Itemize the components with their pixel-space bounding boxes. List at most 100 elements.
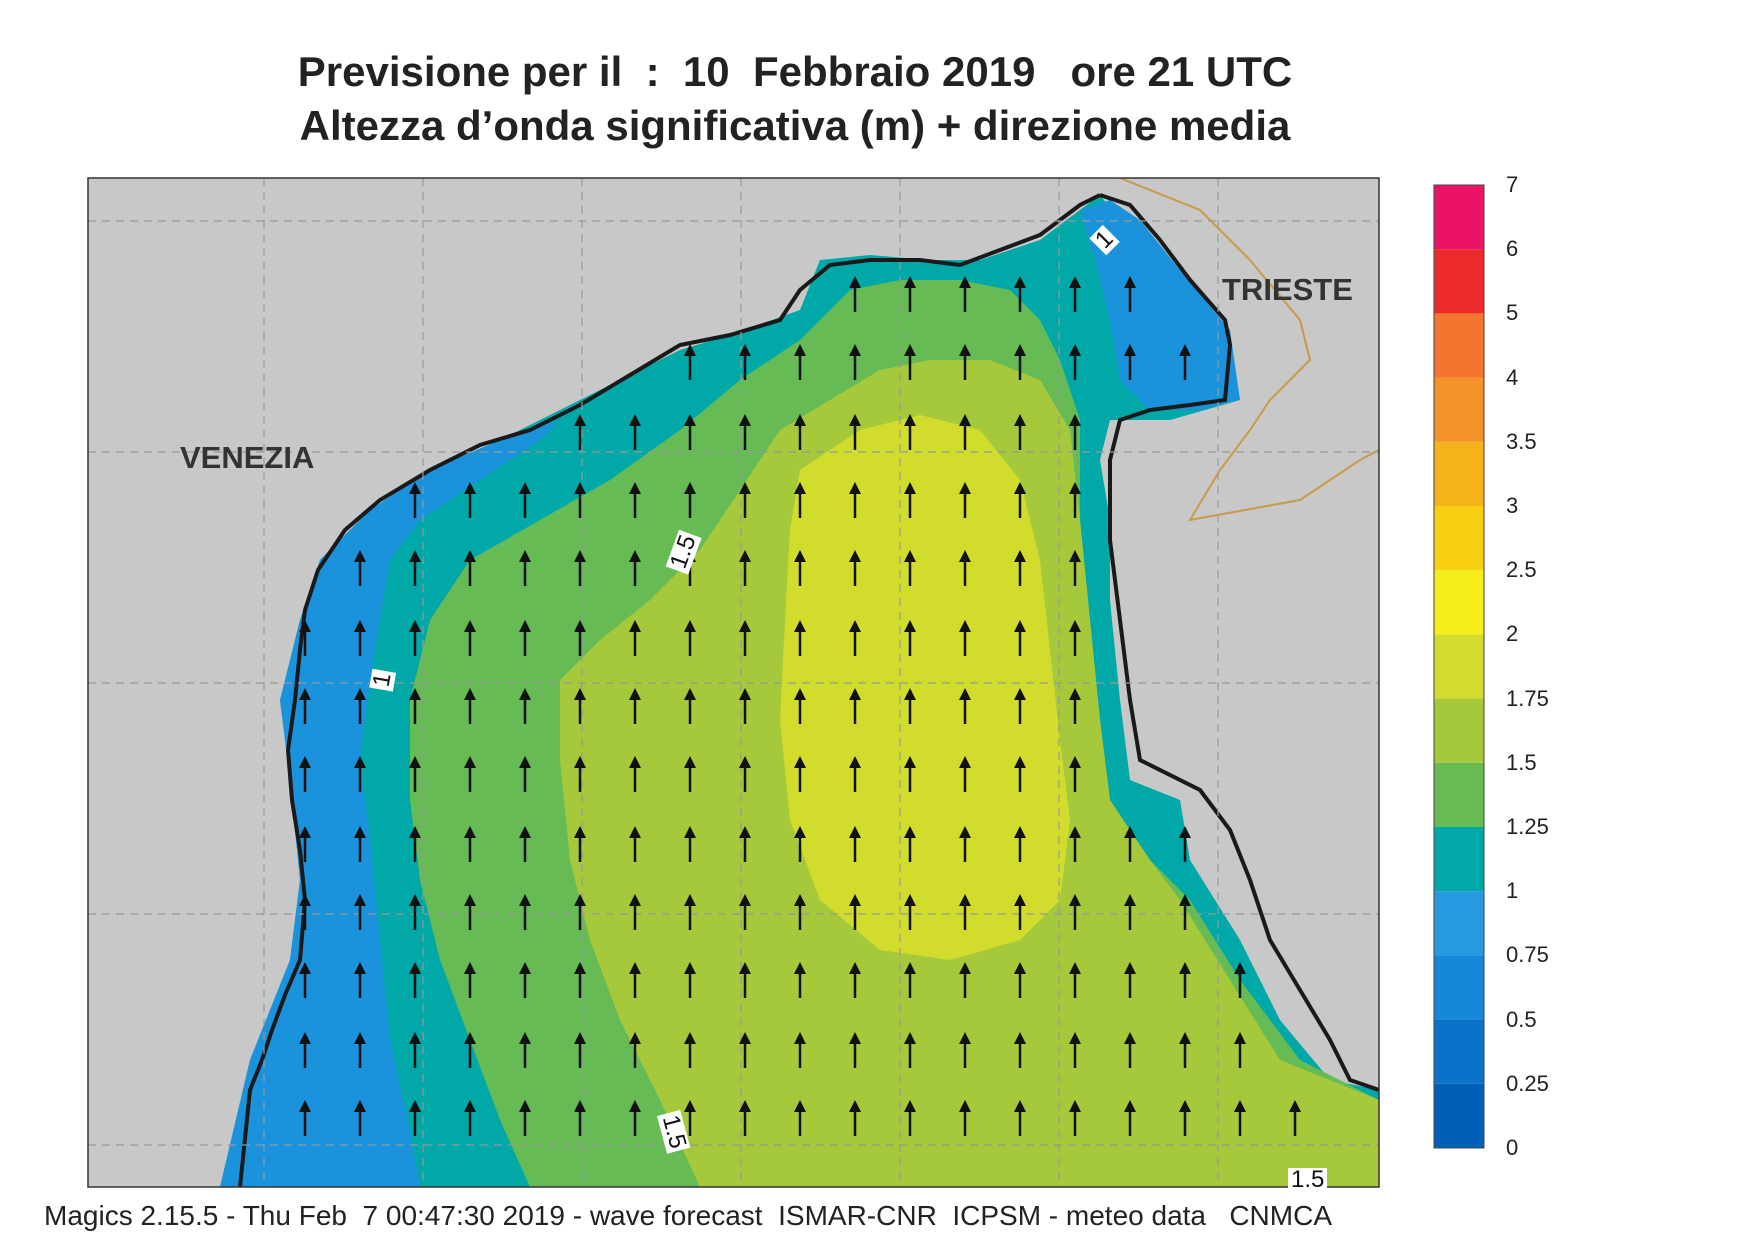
colorbar-tick-label: 0.75 xyxy=(1506,942,1549,968)
wave-arrow xyxy=(409,482,421,518)
wave-arrow xyxy=(684,344,696,380)
colorbar-tick-label: 6 xyxy=(1506,236,1519,262)
wave-arrow xyxy=(849,344,861,380)
wave-arrow xyxy=(1069,826,1081,862)
wave-arrow xyxy=(1014,482,1026,518)
wave-arrow xyxy=(959,414,971,450)
wave-arrow xyxy=(519,620,531,656)
wave-arrow xyxy=(464,482,476,518)
wave-arrow xyxy=(1234,962,1246,998)
wave-arrow xyxy=(1069,414,1081,450)
wave-arrow xyxy=(959,1032,971,1068)
wave-arrow xyxy=(794,756,806,792)
colorbar-swatch xyxy=(1434,185,1484,250)
colorbar-swatch xyxy=(1434,827,1484,892)
wave-arrow xyxy=(1069,756,1081,792)
wave-arrow xyxy=(409,1032,421,1068)
wave-arrow xyxy=(794,482,806,518)
wave-arrow xyxy=(299,826,311,862)
contour-label: 1.5 xyxy=(1288,1168,1328,1192)
wave-arrow xyxy=(1014,414,1026,450)
colorbar-tick-label: 3 xyxy=(1506,493,1519,518)
wave-arrow xyxy=(464,894,476,930)
wave-arrow xyxy=(1069,1032,1081,1068)
wave-arrow xyxy=(354,620,366,656)
wave-arrow xyxy=(574,962,586,998)
wave-arrow xyxy=(464,688,476,724)
wave-arrow xyxy=(1124,1032,1136,1068)
wave-arrow xyxy=(794,688,806,724)
wave-arrow xyxy=(959,482,971,518)
wave-arrow xyxy=(1289,1100,1301,1136)
wave-arrow xyxy=(629,756,641,792)
wave-arrow xyxy=(959,826,971,862)
wave-arrow xyxy=(794,1032,806,1068)
wave-arrow xyxy=(849,482,861,518)
colorbar-swatch xyxy=(1434,506,1484,571)
wave-arrow xyxy=(684,482,696,518)
wave-arrow xyxy=(739,1100,751,1136)
wave-arrow xyxy=(574,1032,586,1068)
wave-arrow xyxy=(1014,894,1026,930)
wave-arrow xyxy=(794,1100,806,1136)
wave-arrow xyxy=(464,756,476,792)
wave-direction-arrows xyxy=(299,276,1301,1136)
wave-arrow xyxy=(574,894,586,930)
wave-arrow xyxy=(959,344,971,380)
wave-arrow xyxy=(354,962,366,998)
wave-arrow xyxy=(959,688,971,724)
wave-arrow xyxy=(629,894,641,930)
wave-arrow xyxy=(1069,482,1081,518)
wave-arrow xyxy=(959,962,971,998)
footer-credits: Magics 2.15.5 - Thu Feb 7 00:47:30 2019 … xyxy=(44,1200,1332,1231)
colorbar-swatch xyxy=(1434,634,1484,699)
colorbar-tick-label: 0 xyxy=(1506,1135,1519,1160)
wave-arrow xyxy=(629,962,641,998)
wave-arrow xyxy=(739,482,751,518)
wave-arrow xyxy=(629,688,641,724)
wave-arrow xyxy=(739,1032,751,1068)
wave-arrow xyxy=(1179,962,1191,998)
wave-arrow xyxy=(849,414,861,450)
wave-arrow xyxy=(904,826,916,862)
wave-arrow xyxy=(849,688,861,724)
wave-arrow xyxy=(794,826,806,862)
wave-arrow xyxy=(519,894,531,930)
wave-arrow xyxy=(739,756,751,792)
coastline-east xyxy=(1099,193,1379,1092)
wave-arrow xyxy=(904,550,916,586)
wave-arrow xyxy=(574,826,586,862)
wave-arrow xyxy=(959,894,971,930)
wave-arrow xyxy=(1069,894,1081,930)
wave-arrow xyxy=(299,962,311,998)
wave-arrow xyxy=(519,550,531,586)
wave-arrow xyxy=(409,894,421,930)
wave-arrow xyxy=(1124,276,1136,312)
wave-arrow xyxy=(354,894,366,930)
colorbar-frame xyxy=(1433,184,1485,1149)
wave-arrow xyxy=(959,550,971,586)
wave-arrow xyxy=(1069,1100,1081,1136)
colorbar-tick-label: 1.25 xyxy=(1506,814,1549,839)
wave-arrow xyxy=(794,550,806,586)
wave-arrow xyxy=(464,550,476,586)
wave-arrow xyxy=(629,414,641,450)
wave-arrow xyxy=(629,482,641,518)
wave-arrow xyxy=(739,550,751,586)
colorbar-tick-label: 4 xyxy=(1506,364,1519,390)
wave-arrow xyxy=(299,1032,311,1068)
title-line-2: Altezza d’onda significativa (m) + direz… xyxy=(299,102,1291,149)
wave-arrow xyxy=(849,1100,861,1136)
wave-arrow xyxy=(299,756,311,792)
colorbar-swatch xyxy=(1434,249,1484,314)
wave-arrow xyxy=(629,550,641,586)
wave-arrow xyxy=(739,894,751,930)
wave-arrow xyxy=(574,550,586,586)
wave-arrow xyxy=(904,756,916,792)
wave-arrow xyxy=(739,962,751,998)
wave-arrow xyxy=(629,1100,641,1136)
wave-arrow xyxy=(299,688,311,724)
wave-arrow xyxy=(904,1100,916,1136)
wave-arrow xyxy=(1179,1100,1191,1136)
